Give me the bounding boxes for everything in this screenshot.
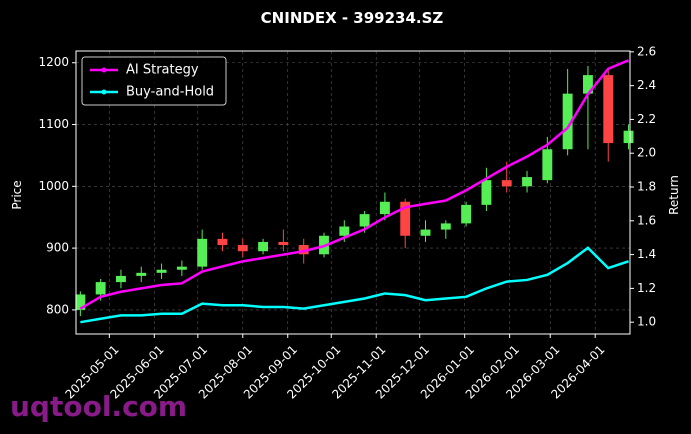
y2-tick-label: 1.4 xyxy=(637,247,656,261)
candle-body xyxy=(136,272,147,276)
y2-tick-label: 1.2 xyxy=(637,281,656,295)
candle-body xyxy=(197,238,208,267)
candle-body xyxy=(461,204,472,224)
y2-tick-label: 2.6 xyxy=(637,44,656,58)
y-tick-label: 1100 xyxy=(38,117,69,131)
series-line xyxy=(79,59,630,310)
candle-body xyxy=(400,201,411,236)
candle-body xyxy=(542,149,553,181)
candle-body xyxy=(481,180,492,205)
series-line xyxy=(80,246,629,324)
candle-body xyxy=(562,93,573,150)
candle-body xyxy=(95,282,106,295)
y-tick-label: 1200 xyxy=(38,55,69,69)
candle-body xyxy=(379,201,390,215)
y-tick-label: 900 xyxy=(46,241,69,255)
candle-body xyxy=(582,75,593,94)
y-axis-label: Price xyxy=(10,180,24,209)
candle-body xyxy=(522,177,532,187)
y2-tick-label: 2.0 xyxy=(637,146,656,160)
y2-axis-label: Return xyxy=(667,175,681,215)
candle-body xyxy=(278,241,289,246)
plot-frame xyxy=(75,50,631,335)
y2-tick-label: 2.2 xyxy=(637,112,656,126)
y-tick-label: 800 xyxy=(46,302,69,316)
candle-body xyxy=(217,238,228,246)
y2-tick-label: 1.8 xyxy=(637,180,656,194)
candle-body xyxy=(237,245,248,252)
candle-body xyxy=(420,229,431,236)
candle-body xyxy=(623,130,634,144)
y2-tick-label: 1.0 xyxy=(637,315,656,329)
candle-body xyxy=(339,226,350,236)
candle-body xyxy=(75,294,86,310)
y2-tick-label: 1.6 xyxy=(637,213,656,227)
candle-body xyxy=(440,223,451,230)
legend-label: AI Strategy xyxy=(126,63,199,78)
candle-body xyxy=(501,180,512,187)
candle-body xyxy=(298,245,309,255)
candle-body xyxy=(359,214,370,227)
watermark: uqtool.com xyxy=(10,390,188,423)
candle-body xyxy=(258,241,269,252)
candle-body xyxy=(156,269,167,273)
candle-body xyxy=(176,266,187,270)
y2-tick-label: 2.4 xyxy=(637,78,656,92)
legend-marker xyxy=(101,67,107,73)
legend-marker xyxy=(101,89,107,95)
candle-body xyxy=(603,75,614,144)
candle-body xyxy=(116,275,126,283)
chart-title: CNINDEX - 399234.SZ xyxy=(261,9,444,27)
legend-label: Buy-and-Hold xyxy=(126,85,214,100)
y-tick-label: 1000 xyxy=(38,179,69,193)
